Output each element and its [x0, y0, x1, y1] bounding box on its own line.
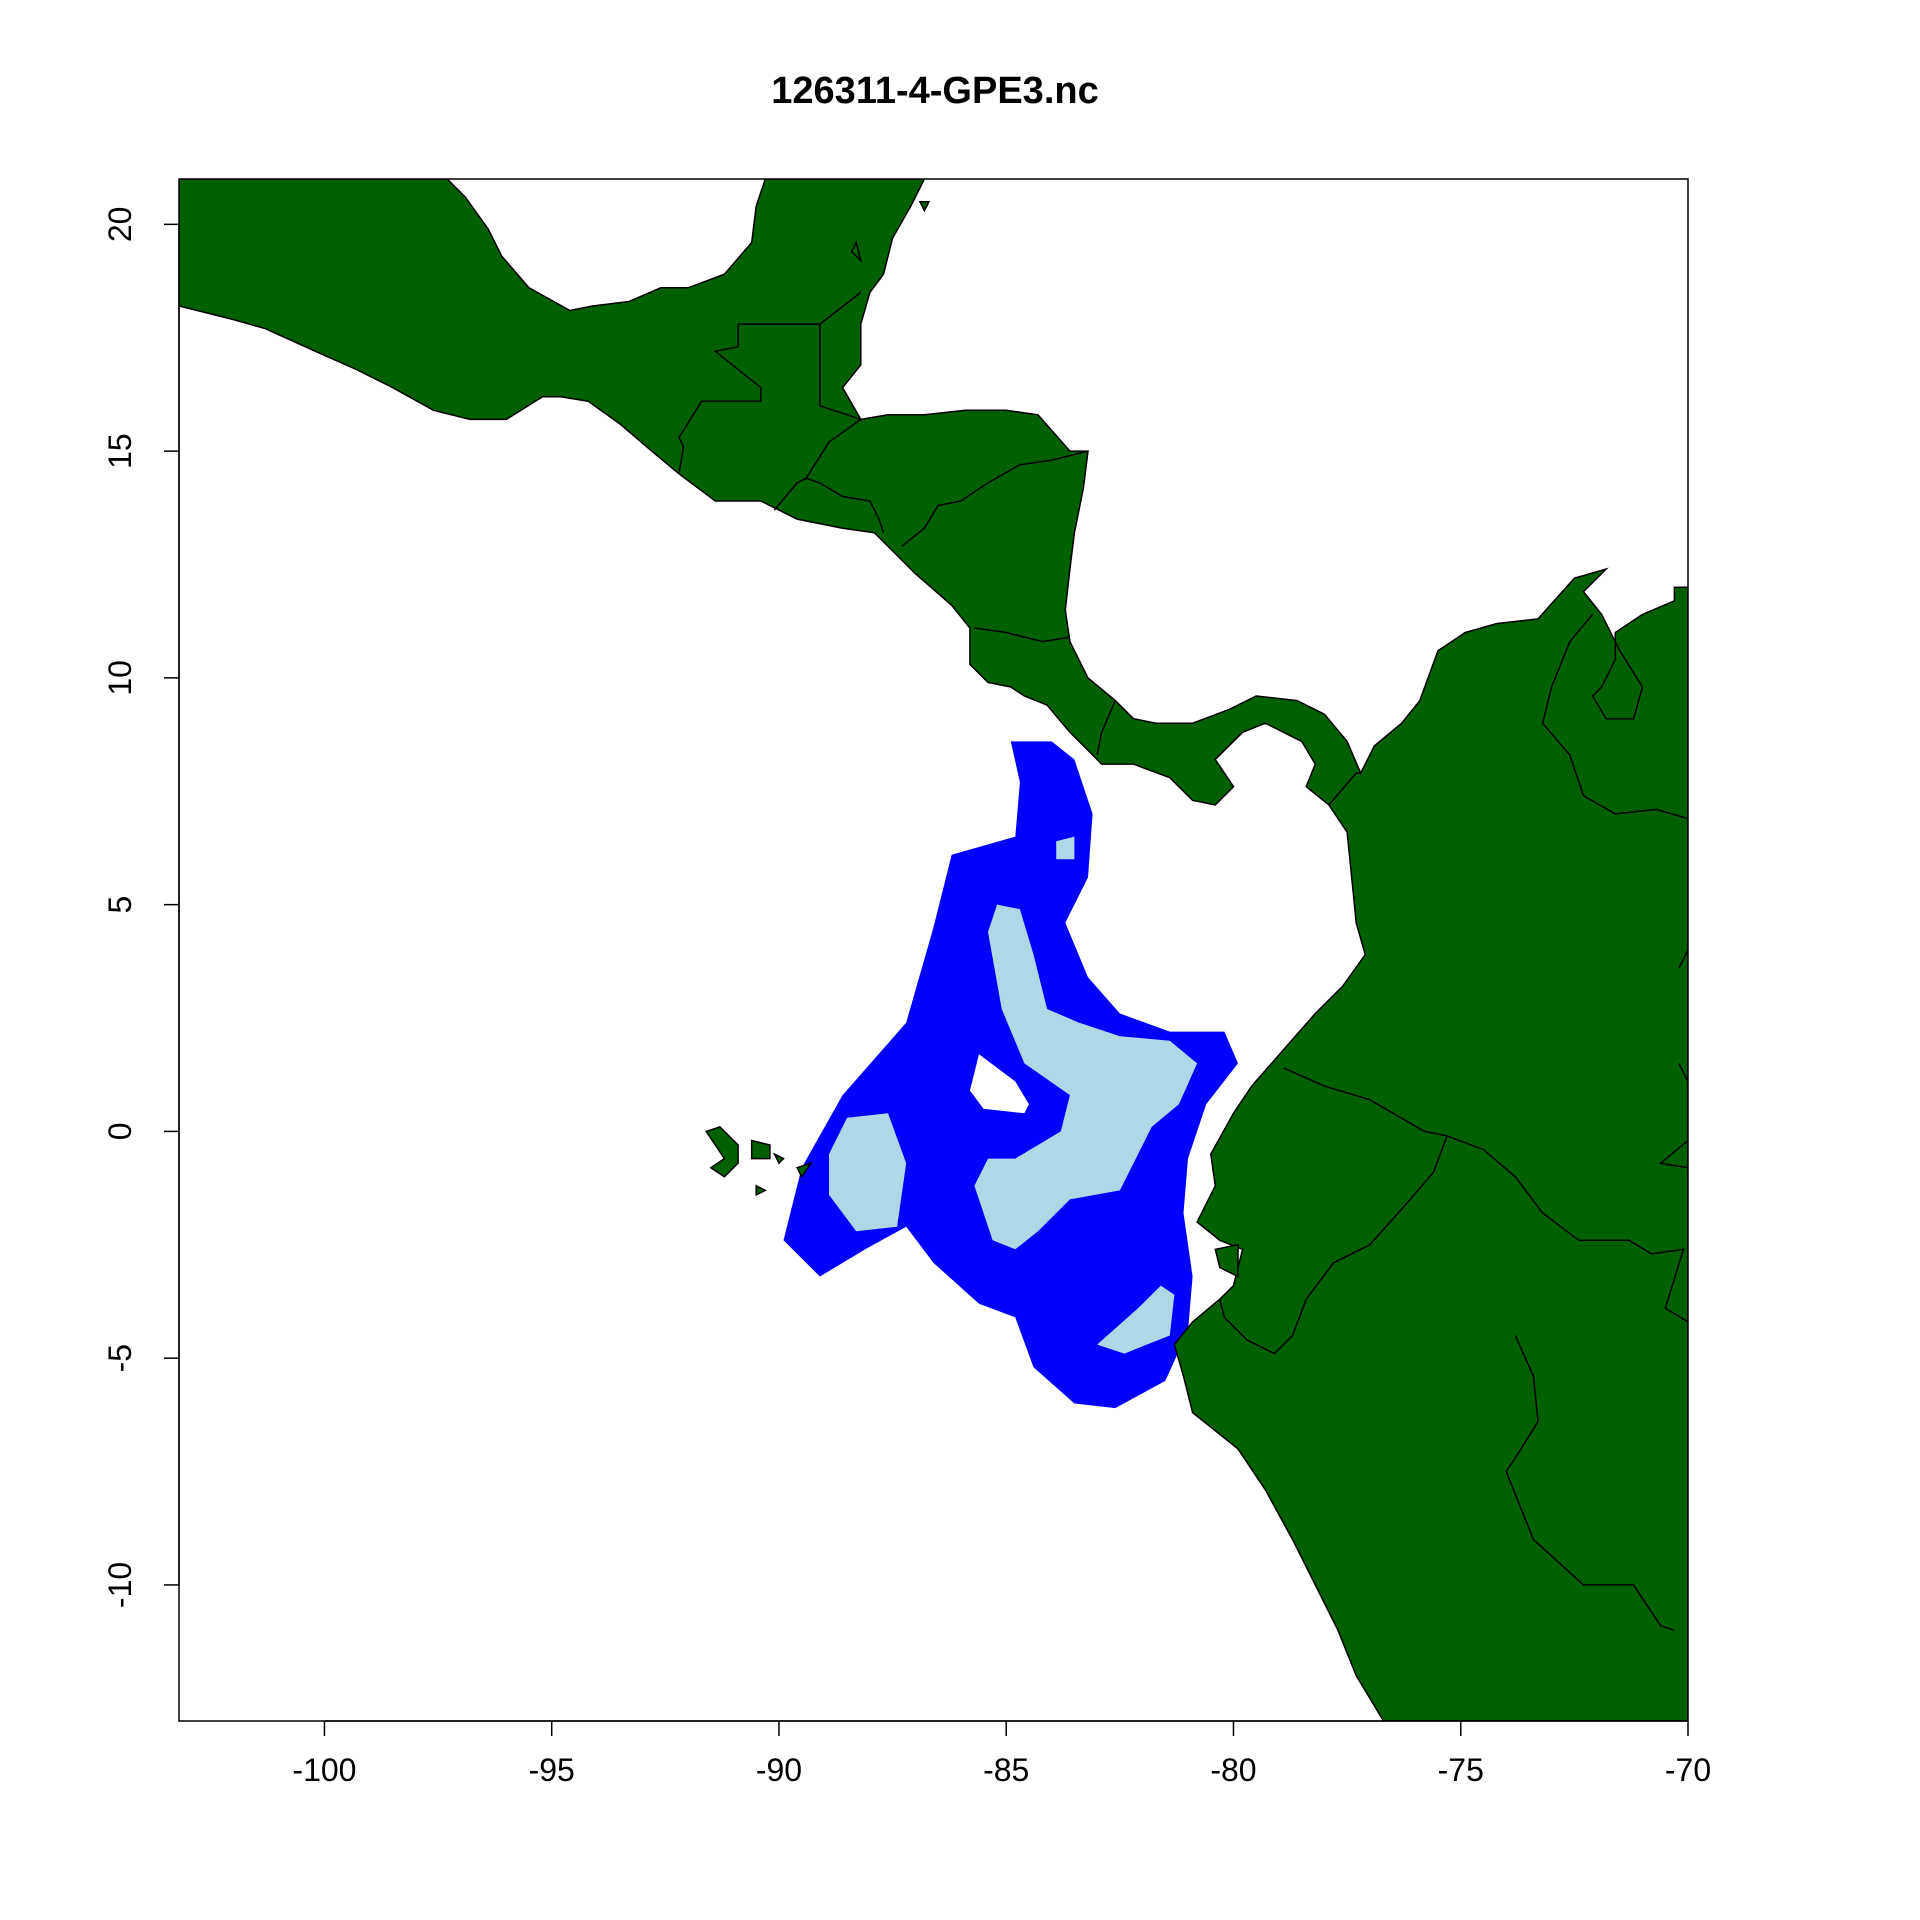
- map-area: [179, 179, 1688, 1721]
- x-tick-label: -95: [529, 1752, 575, 1788]
- country-border-2: [805, 477, 885, 534]
- y-tick-label: -10: [102, 1562, 138, 1608]
- land-island-4: [755, 1184, 767, 1197]
- y-tick-label: 15: [102, 433, 138, 469]
- country-border-4: [901, 450, 1089, 547]
- land-island-8: [918, 200, 931, 213]
- land-mainland: [179, 179, 1688, 1721]
- y-tick-label: 10: [102, 660, 138, 696]
- x-tick-label: -90: [756, 1752, 802, 1788]
- country-border-7: [1328, 772, 1361, 806]
- land-island-2: [750, 1139, 771, 1160]
- land-island-5: [772, 1152, 785, 1165]
- country-border-8: [1283, 1067, 1448, 1137]
- y-tick-label: 20: [102, 207, 138, 243]
- x-tick-label: -85: [983, 1752, 1029, 1788]
- country-border-1: [819, 291, 862, 325]
- contour-inner-1: [974, 904, 1198, 1250]
- country-border-6: [1096, 700, 1116, 756]
- country-border-14: [1678, 949, 1688, 969]
- country-border-11: [1505, 1335, 1675, 1632]
- y-tick-label: -5: [102, 1344, 138, 1372]
- country-border-13: [1541, 613, 1688, 820]
- country-border-3: [773, 418, 862, 511]
- y-axis: 20 15 10 5 0 -5 -10: [102, 207, 180, 1608]
- contour-inner-0: [829, 1113, 907, 1232]
- y-tick-label: 0: [102, 1123, 138, 1141]
- country-border-12: [1658, 1063, 1688, 1169]
- x-tick-label: -100: [292, 1752, 356, 1788]
- land-island-3: [796, 1161, 813, 1179]
- contour-gap: [969, 1054, 1029, 1114]
- country-border-9: [1219, 1135, 1448, 1355]
- land-island-7: [850, 240, 863, 264]
- country-border-0: [678, 323, 862, 474]
- x-axis: -100 -95 -90 -85 -80 -75 -70: [292, 1720, 1711, 1788]
- x-tick-label: -70: [1665, 1752, 1711, 1788]
- y-tick-label: 5: [102, 896, 138, 914]
- contour-inner-2: [1097, 1285, 1175, 1354]
- country-border-10: [1446, 1135, 1688, 1323]
- chart-title: 126311-4-GPE3.nc: [771, 70, 1098, 112]
- land-island-1: [705, 1126, 739, 1178]
- x-tick-label: -80: [1210, 1752, 1256, 1788]
- land-island-6: [1214, 1243, 1239, 1278]
- contour-inner-3: [1056, 836, 1075, 860]
- contour-outer-0: [783, 741, 1238, 1409]
- country-border-5: [974, 627, 1071, 643]
- x-tick-label: -75: [1438, 1752, 1484, 1788]
